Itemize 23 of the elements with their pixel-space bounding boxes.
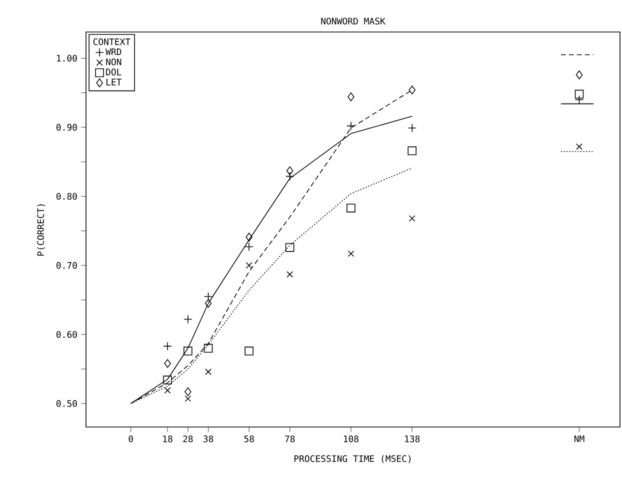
y-axis-title: P(CORRECT): [37, 204, 46, 256]
x-tick-label: 38: [203, 436, 214, 442]
legend-label: LET: [106, 78, 122, 86]
x-tick-label: NM: [574, 436, 584, 442]
x-tick-label: 18: [163, 436, 172, 442]
y-tick-label: 0.50: [56, 400, 77, 407]
chart-title: NONWORD MASK: [321, 18, 386, 24]
x-tick-label: 0: [128, 436, 133, 442]
x-axis-title: PROCESSING TIME (MSEC): [294, 455, 411, 464]
y-tick-label: 1.00: [56, 54, 77, 62]
x-tick-label: 138: [405, 436, 420, 442]
legend-label: WRD: [106, 48, 122, 56]
y-tick-label: 0.80: [56, 192, 77, 200]
legend-label: NON: [106, 58, 122, 66]
y-tick-label: 0.70: [56, 262, 77, 269]
x-tick-label: 28: [183, 436, 193, 442]
legend-label: DOL: [106, 68, 122, 76]
y-tick-label: 0.60: [56, 331, 77, 338]
x-tick-label: 58: [244, 436, 254, 442]
legend-title: CONTEXT: [93, 38, 130, 46]
x-tick-label: 108: [344, 436, 358, 442]
y-tick-label: 0.90: [56, 124, 77, 131]
x-tick-label: 78: [285, 436, 295, 442]
